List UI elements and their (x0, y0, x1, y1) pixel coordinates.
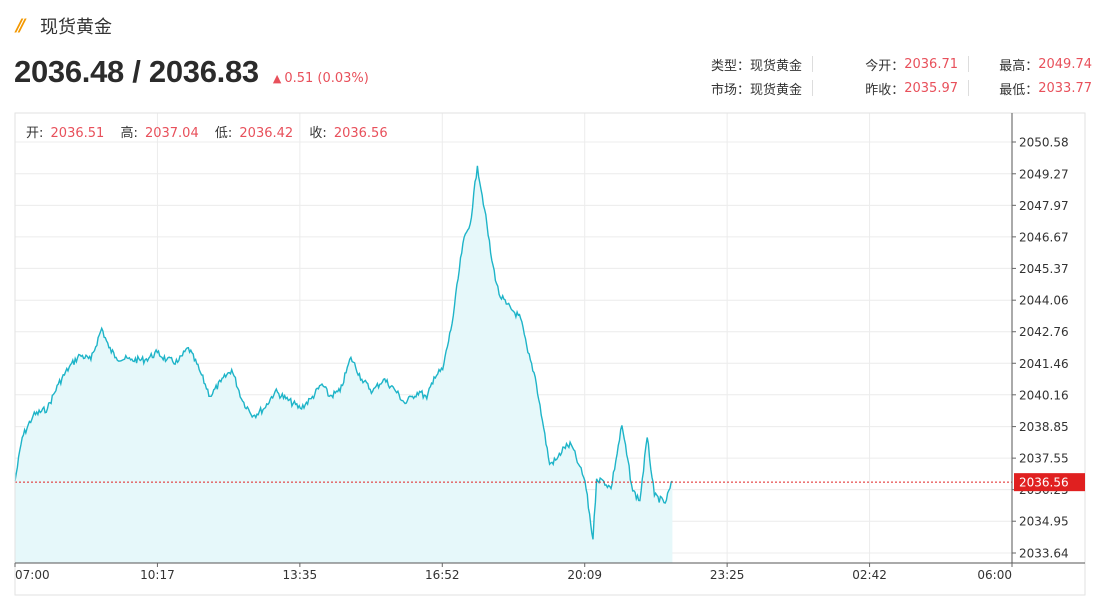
x-tick-label: 07:00 (15, 568, 50, 582)
ohlc-open-label: 开: (26, 126, 43, 141)
y-axis-labels: 2050.58 2049.27 2047.97 2046.67 2045.37 2044.… (1012, 136, 1069, 561)
y-tick-label: 2049.27 (1019, 167, 1069, 181)
stats-panel: 类型： 现货黄金 今开： 2036.71 最高： 2049.74 市场： 现货黄… (640, 52, 1092, 100)
price-change: ▲ 0.51 (0.03%) (273, 71, 369, 86)
stats-row-1: 类型： 现货黄金 今开： 2036.71 最高： 2049.74 (640, 52, 1092, 76)
stats-row-2: 市场： 现货黄金 昨收： 2035.97 最低： 2033.77 (640, 76, 1092, 100)
stat-type: 类型： 现货黄金 (640, 56, 813, 74)
ohlc-readout: 开: 2036.51 高: 2037.04 低: 2036.42 收: 2036… (26, 125, 388, 141)
arrow-up-icon: ▲ (272, 72, 282, 85)
x-axis-labels: 07:00 10:17 13:35 16:52 20:09 23:25 02:42 06:00 (14, 563, 1013, 582)
stat-market: 市场： 现货黄金 (640, 80, 813, 98)
chart-frame (14, 112, 1086, 596)
stat-type-value: 现货黄金 (749, 58, 802, 74)
y-tick-label: 2034.95 (1019, 515, 1069, 529)
stat-high-value: 2049.74 (1038, 56, 1092, 72)
header-title: // 现货黄金 (16, 12, 112, 40)
ohlc-close-label: 收: (309, 126, 326, 141)
bid-ask-price: 2036.48 / 2036.83 (14, 54, 259, 89)
y-tick-label: 2046.67 (1019, 230, 1069, 244)
stat-market-value: 现货黄金 (749, 82, 802, 98)
slash-logo-icon: // (16, 16, 25, 36)
y-tick-label: 2047.97 (1019, 199, 1069, 213)
x-tick-label: 10:17 (140, 568, 175, 582)
current-price-tag: 2036.56 (1014, 473, 1085, 492)
stat-open-value: 2036.71 (904, 56, 958, 72)
y-tick-label: 2037.55 (1019, 452, 1069, 466)
y-tick-label: 2050.58 (1019, 136, 1069, 150)
stat-low-value: 2033.77 (1038, 80, 1092, 96)
ohlc-close-value: 2036.56 (334, 126, 388, 141)
x-tick-label: 13:35 (283, 568, 318, 582)
stat-prev-close-label: 昨收： (865, 82, 905, 98)
stat-open-label: 今开： (865, 58, 905, 74)
stat-prev-close: 昨收： 2035.97 (813, 80, 969, 98)
ohlc-high-value: 2037.04 (145, 126, 199, 141)
x-tick-label: 02:42 (852, 568, 887, 582)
page-title: 现货黄金 (40, 17, 112, 38)
y-tick-label: 2033.64 (1019, 547, 1069, 561)
y-tick-label: 2042.76 (1019, 325, 1069, 339)
y-tick-label: 2038.85 (1019, 420, 1069, 434)
price-line (14, 165, 673, 540)
x-tick-label: 06:00 (977, 568, 1012, 582)
current-price-tag-text: 2036.56 (1019, 476, 1069, 490)
y-tick-label: 2041.46 (1019, 357, 1069, 371)
x-tick-label: 20:09 (567, 568, 602, 582)
price-change-value: 0.51 (0.03%) (284, 71, 369, 86)
stat-high: 最高： 2049.74 (969, 56, 1092, 74)
ohlc-low-value: 2036.42 (239, 126, 293, 141)
stat-low-label: 最低： (999, 82, 1039, 98)
y-tick-label: 2044.06 (1019, 294, 1069, 308)
stat-high-label: 最高： (999, 58, 1039, 74)
x-tick-label: 16:52 (425, 568, 460, 582)
ohlc-low-label: 低: (215, 126, 232, 141)
chart-border (14, 112, 1086, 596)
stat-open: 今开： 2036.71 (813, 56, 969, 74)
ohlc-high-label: 高: (120, 125, 137, 141)
y-tick-label: 2040.16 (1019, 388, 1069, 402)
y-tick-label: 2045.37 (1019, 262, 1069, 276)
stat-market-label: 市场： (710, 82, 750, 98)
stat-type-label: 类型： (710, 58, 750, 74)
price-row: 2036.48 / 2036.83 ▲ 0.51 (0.03%) (14, 54, 369, 94)
price-area-fill (15, 165, 673, 564)
ohlc-open-value: 2036.51 (51, 126, 105, 141)
stat-low: 最低： 2033.77 (969, 80, 1092, 98)
stat-prev-close-value: 2035.97 (904, 80, 958, 96)
x-tick-label: 23:25 (710, 568, 745, 582)
current-price-tag-bg (1014, 473, 1085, 492)
